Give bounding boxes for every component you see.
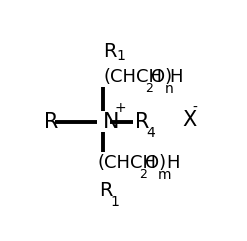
Text: m: m xyxy=(158,168,172,182)
Text: +: + xyxy=(114,101,126,115)
Text: 1: 1 xyxy=(116,49,125,63)
Text: (CHCH: (CHCH xyxy=(98,154,157,173)
Text: R: R xyxy=(104,42,117,61)
Text: -: - xyxy=(193,101,198,115)
Text: O): O) xyxy=(150,68,172,86)
Text: X: X xyxy=(182,110,196,130)
Text: R: R xyxy=(99,181,112,200)
Text: N: N xyxy=(103,112,119,132)
Text: 2: 2 xyxy=(145,82,153,95)
Text: H: H xyxy=(170,68,183,86)
Text: n: n xyxy=(165,82,174,96)
Text: (CHCH: (CHCH xyxy=(104,68,163,86)
Text: R: R xyxy=(135,112,150,132)
Text: H: H xyxy=(166,154,179,173)
Text: 4: 4 xyxy=(147,126,155,140)
Text: R: R xyxy=(44,112,59,132)
Text: 1: 1 xyxy=(110,195,119,209)
Text: 2: 2 xyxy=(139,168,147,181)
Text: O): O) xyxy=(145,154,166,173)
